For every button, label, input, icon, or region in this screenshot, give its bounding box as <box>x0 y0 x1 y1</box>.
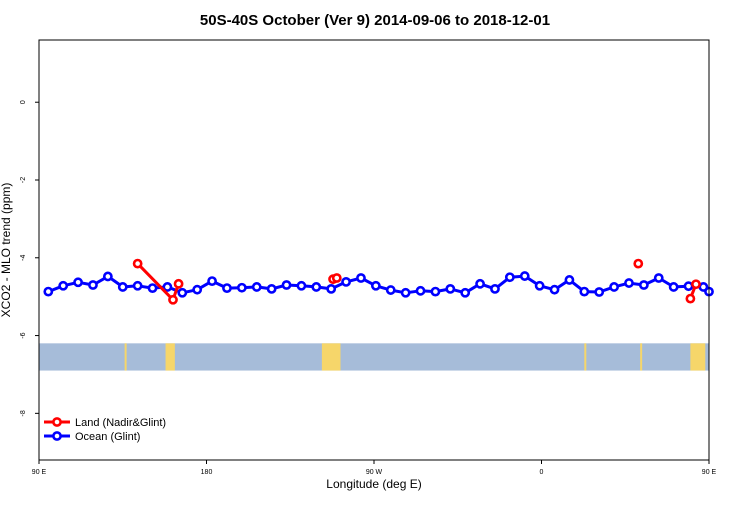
ocean-series-point <box>564 275 575 285</box>
legend-label: Land (Nadir&Glint) <box>75 417 166 429</box>
legend-label: Ocean (Glint) <box>75 431 140 443</box>
legend: Land (Nadir&Glint) Ocean (Glint) <box>44 417 166 443</box>
ocean-series-point <box>58 280 69 291</box>
ocean-series-point <box>73 277 83 288</box>
ocean-series-point <box>356 273 366 283</box>
ocean-series-point <box>594 287 605 297</box>
land-patch <box>584 343 587 371</box>
legend-marker <box>52 417 62 427</box>
land-series-point <box>331 273 342 283</box>
ocean-series-point <box>88 280 98 290</box>
land-patch <box>321 343 341 371</box>
ocean-series-point <box>162 282 173 292</box>
ocean-series-point <box>445 283 456 294</box>
ocean-series-point <box>519 271 530 281</box>
legend-marker <box>52 431 62 441</box>
ocean-series-point <box>177 287 188 298</box>
x-tick-label: 90 W <box>366 469 383 476</box>
land-series-point <box>173 278 184 289</box>
land-series-point <box>691 279 701 290</box>
plot-frame <box>38 39 710 461</box>
ocean-series-point <box>683 281 694 292</box>
land-series-point <box>168 294 178 305</box>
ocean-series-point <box>430 286 441 297</box>
ocean-series-point <box>624 278 634 288</box>
land-series-line <box>136 262 181 302</box>
y-axis: 0 -2 -4 -6 -8 <box>20 100 39 416</box>
ocean-series-point <box>236 282 247 293</box>
x-axis: 90 E 180 90 W 0 90 E <box>32 460 717 476</box>
ocean-series-point <box>222 283 232 294</box>
ocean-series-point <box>266 283 277 294</box>
land-patch <box>690 343 706 371</box>
ocean-series-point <box>609 282 619 292</box>
ocean-band <box>39 343 709 371</box>
ocean-series-point <box>460 287 471 298</box>
ocean-series-point <box>549 284 560 295</box>
land-series-point <box>633 258 644 269</box>
ocean-series-point <box>638 280 649 290</box>
y-tick-label: -8 <box>20 410 27 416</box>
land-series-point <box>132 258 143 269</box>
ocean-series-point <box>192 284 203 295</box>
ocean-series-point <box>102 271 113 282</box>
x-tick-label: 180 <box>201 469 213 476</box>
y-tick-label: 0 <box>20 100 27 104</box>
land-patch <box>165 343 175 371</box>
ocean-series-point <box>490 283 500 294</box>
ocean-series-point <box>370 280 381 291</box>
ocean-series-point <box>311 282 322 292</box>
ocean-series-point <box>385 285 396 295</box>
ocean-series-point <box>504 272 515 283</box>
ocean-series-point <box>400 287 411 298</box>
ocean-series-point <box>43 286 54 297</box>
x-tick-label: 90 E <box>32 469 47 476</box>
ocean-series-point <box>415 285 426 296</box>
ocean-series-point <box>117 282 128 292</box>
ocean-series-point <box>281 280 292 290</box>
ocean-series-point <box>251 282 262 292</box>
y-tick-label: -4 <box>20 255 27 261</box>
land-ocean-band <box>39 343 709 371</box>
ocean-series-point <box>475 278 485 289</box>
ocean-series-point <box>296 280 307 291</box>
ocean-series-point <box>207 276 217 287</box>
y-tick-label: -2 <box>20 177 27 183</box>
x-tick-label: 90 E <box>702 469 717 476</box>
ocean-series-point <box>579 286 590 297</box>
chart-title: 50S-40S October (Ver 9) 2014-09-06 to 20… <box>200 12 550 29</box>
ocean-series-point <box>653 273 664 283</box>
ocean-series-point <box>132 280 143 291</box>
ocean-series-point <box>341 276 351 287</box>
ocean-series-point <box>668 282 679 292</box>
y-tick-label: -6 <box>20 332 27 338</box>
ocean-series-point <box>534 280 545 291</box>
land-series-point <box>685 293 696 304</box>
y-axis-label: XCO2 - MLO trend (ppm) <box>0 183 13 318</box>
land-patch <box>640 343 643 371</box>
ocean-series-point <box>147 283 158 294</box>
land-patch <box>124 343 127 371</box>
series-layer <box>43 258 714 305</box>
x-tick-label: 0 <box>540 469 544 476</box>
x-axis-label: Longitude (deg E) <box>326 477 421 491</box>
ocean-series-point <box>326 283 337 294</box>
